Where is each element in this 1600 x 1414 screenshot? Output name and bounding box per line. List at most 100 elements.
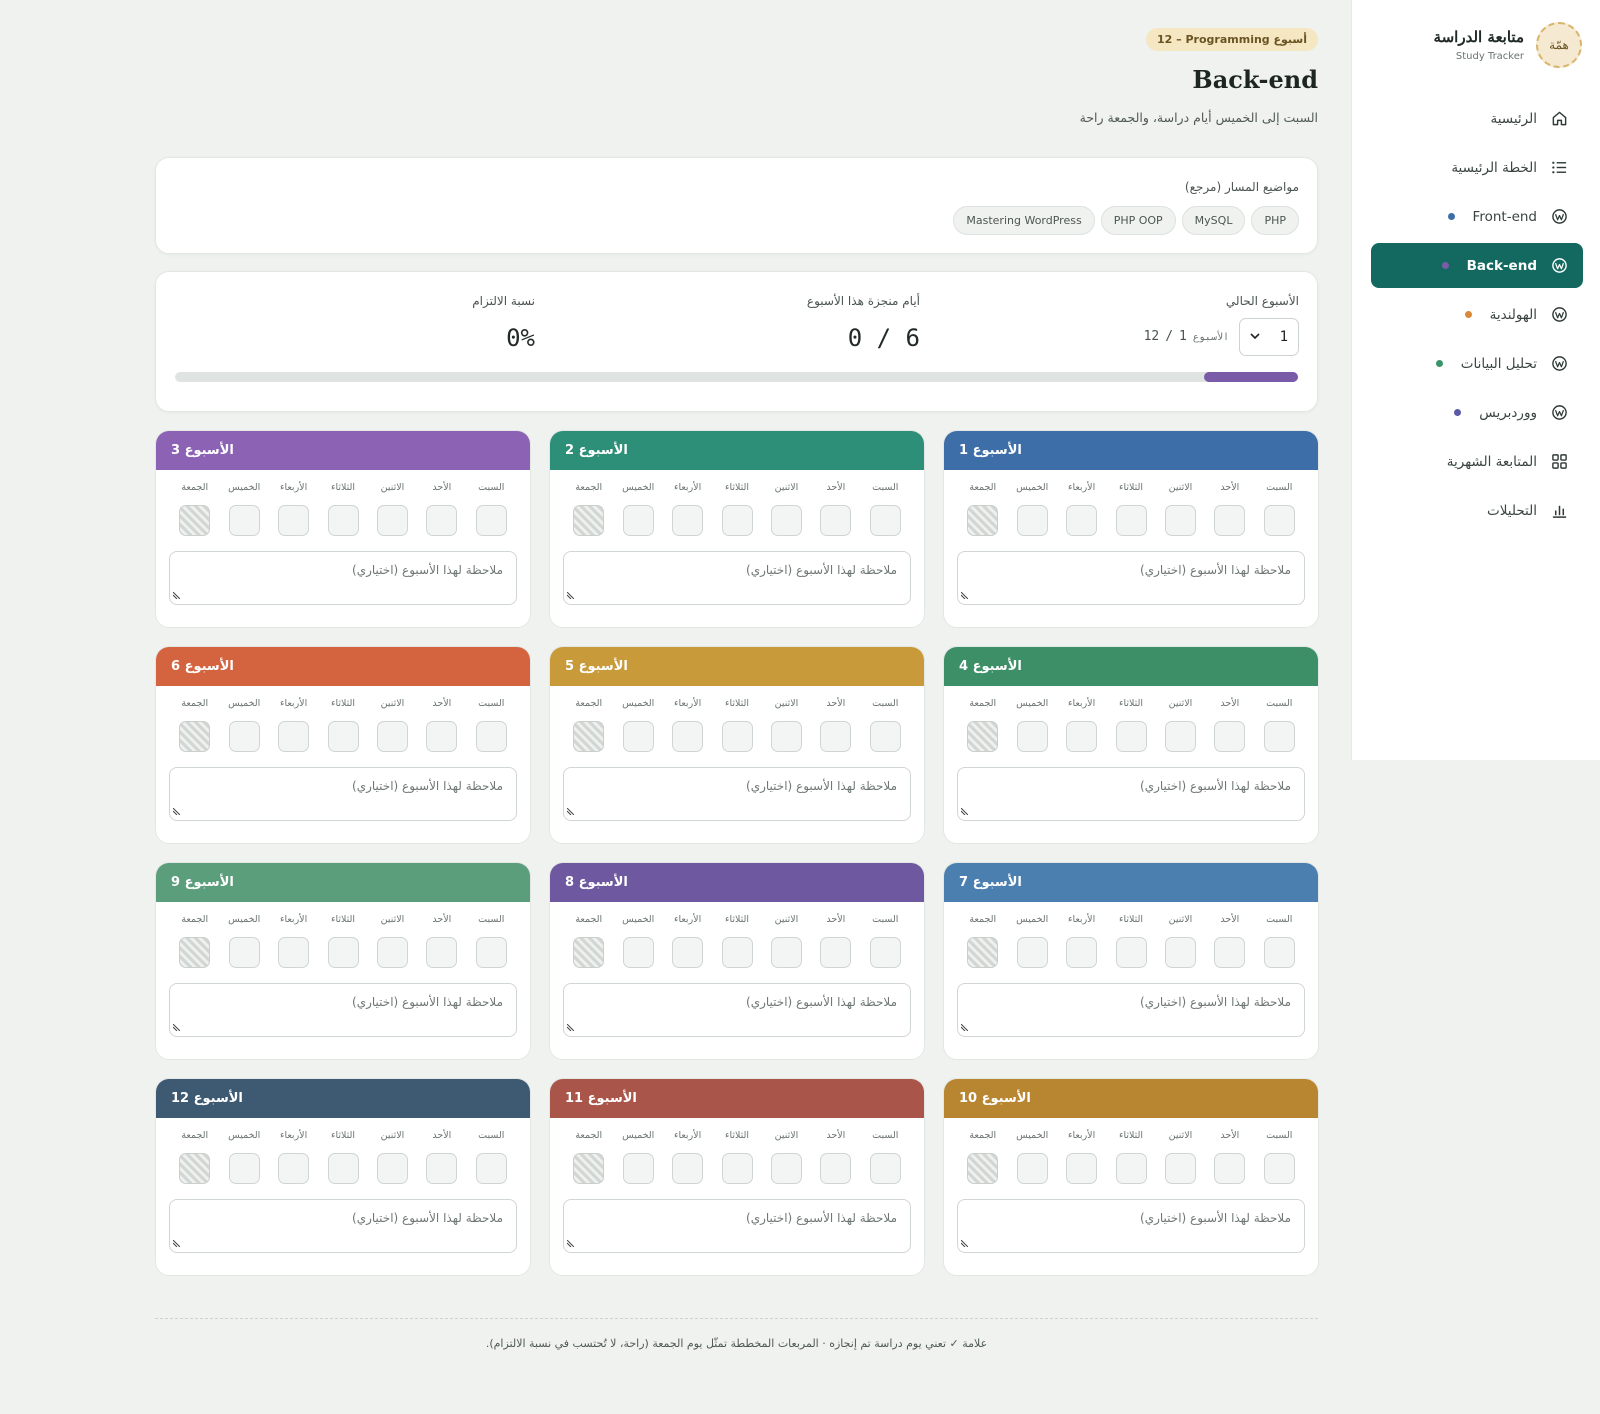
day-checkbox[interactable] — [721, 937, 753, 968]
week-note-textarea[interactable]: ملاحظة لهذا الأسبوع (اختياري) — [169, 551, 517, 605]
sidebar-item-2[interactable]: الخطة الرئيسية — [1371, 145, 1583, 190]
resize-grip-icon[interactable] — [960, 807, 969, 818]
resize-grip-icon[interactable] — [172, 807, 181, 818]
day-checkbox[interactable] — [376, 937, 408, 968]
sidebar-item-5[interactable]: الهولندية — [1371, 292, 1583, 337]
day-checkbox[interactable] — [426, 505, 458, 536]
day-checkbox[interactable] — [1115, 1153, 1147, 1184]
day-checkbox[interactable] — [820, 721, 852, 752]
day-checkbox[interactable] — [1115, 505, 1147, 536]
day-checkbox[interactable] — [1066, 937, 1098, 968]
resize-grip-icon[interactable] — [172, 591, 181, 602]
day-checkbox[interactable] — [869, 721, 901, 752]
day-checkbox[interactable] — [426, 937, 458, 968]
day-checkbox[interactable] — [1016, 937, 1048, 968]
day-checkbox[interactable] — [721, 505, 753, 536]
day-checkbox[interactable] — [672, 721, 704, 752]
day-checkbox[interactable] — [278, 721, 310, 752]
sidebar-item-7[interactable]: ووردبريس — [1371, 390, 1583, 435]
day-checkbox[interactable] — [1016, 1153, 1048, 1184]
day-checkbox[interactable] — [1164, 1153, 1196, 1184]
day-checkbox[interactable] — [1164, 937, 1196, 968]
day-checkbox[interactable] — [475, 1153, 507, 1184]
day-checkbox[interactable] — [721, 1153, 753, 1184]
day-checkbox[interactable] — [327, 1153, 359, 1184]
day-checkbox[interactable] — [475, 937, 507, 968]
week-note-textarea[interactable]: ملاحظة لهذا الأسبوع (اختياري) — [563, 767, 911, 821]
day-checkbox[interactable] — [228, 505, 260, 536]
brand[interactable]: همّة متابعة الدراسة Study Tracker — [1434, 22, 1582, 68]
day-checkbox[interactable] — [672, 937, 704, 968]
day-checkbox[interactable] — [672, 1153, 704, 1184]
day-checkbox[interactable] — [475, 505, 507, 536]
day-checkbox[interactable] — [1016, 721, 1048, 752]
day-checkbox[interactable] — [622, 721, 654, 752]
day-checkbox[interactable] — [622, 505, 654, 536]
week-note-textarea[interactable]: ملاحظة لهذا الأسبوع (اختياري) — [563, 1199, 911, 1253]
sidebar-item-9[interactable]: التحليلات — [1371, 488, 1583, 533]
week-note-textarea[interactable]: ملاحظة لهذا الأسبوع (اختياري) — [563, 551, 911, 605]
week-note-textarea[interactable]: ملاحظة لهذا الأسبوع (اختياري) — [169, 767, 517, 821]
day-checkbox[interactable] — [1115, 721, 1147, 752]
sidebar-item-3[interactable]: Front-end — [1371, 194, 1583, 239]
sidebar-item-6[interactable]: تحليل البيانات — [1371, 341, 1583, 386]
sidebar-item-1[interactable]: الرئيسية — [1371, 96, 1583, 141]
resize-grip-icon[interactable] — [172, 1239, 181, 1250]
week-note-textarea[interactable]: ملاحظة لهذا الأسبوع (اختياري) — [169, 1199, 517, 1253]
day-checkbox[interactable] — [721, 721, 753, 752]
day-checkbox[interactable] — [820, 937, 852, 968]
day-checkbox[interactable] — [622, 937, 654, 968]
day-checkbox[interactable] — [1214, 505, 1246, 536]
day-checkbox[interactable] — [327, 937, 359, 968]
resize-grip-icon[interactable] — [960, 591, 969, 602]
day-checkbox[interactable] — [376, 1153, 408, 1184]
day-checkbox[interactable] — [820, 505, 852, 536]
day-checkbox[interactable] — [376, 721, 408, 752]
day-checkbox[interactable] — [1066, 505, 1098, 536]
day-checkbox[interactable] — [1115, 937, 1147, 968]
day-checkbox[interactable] — [770, 721, 802, 752]
week-note-textarea[interactable]: ملاحظة لهذا الأسبوع (اختياري) — [957, 1199, 1305, 1253]
day-checkbox[interactable] — [672, 505, 704, 536]
resize-grip-icon[interactable] — [960, 1023, 969, 1034]
day-checkbox[interactable] — [278, 937, 310, 968]
day-checkbox[interactable] — [426, 721, 458, 752]
day-checkbox[interactable] — [869, 1153, 901, 1184]
day-checkbox[interactable] — [1016, 505, 1048, 536]
day-checkbox[interactable] — [1164, 721, 1196, 752]
day-checkbox[interactable] — [1214, 721, 1246, 752]
day-checkbox[interactable] — [1263, 1153, 1295, 1184]
day-checkbox[interactable] — [622, 1153, 654, 1184]
day-checkbox[interactable] — [1066, 1153, 1098, 1184]
day-checkbox[interactable] — [770, 505, 802, 536]
day-checkbox[interactable] — [228, 1153, 260, 1184]
day-checkbox[interactable] — [869, 937, 901, 968]
day-checkbox[interactable] — [1263, 505, 1295, 536]
resize-grip-icon[interactable] — [566, 1239, 575, 1250]
resize-grip-icon[interactable] — [960, 1239, 969, 1250]
week-note-textarea[interactable]: ملاحظة لهذا الأسبوع (اختياري) — [957, 551, 1305, 605]
day-checkbox[interactable] — [1164, 505, 1196, 536]
week-note-textarea[interactable]: ملاحظة لهذا الأسبوع (اختياري) — [957, 983, 1305, 1037]
day-checkbox[interactable] — [1214, 1153, 1246, 1184]
day-checkbox[interactable] — [1214, 937, 1246, 968]
sidebar-item-8[interactable]: المتابعة الشهرية — [1371, 439, 1583, 484]
day-checkbox[interactable] — [1263, 937, 1295, 968]
day-checkbox[interactable] — [1263, 721, 1295, 752]
day-checkbox[interactable] — [770, 937, 802, 968]
day-checkbox[interactable] — [820, 1153, 852, 1184]
week-note-textarea[interactable]: ملاحظة لهذا الأسبوع (اختياري) — [957, 767, 1305, 821]
day-checkbox[interactable] — [426, 1153, 458, 1184]
resize-grip-icon[interactable] — [172, 1023, 181, 1034]
resize-grip-icon[interactable] — [566, 1023, 575, 1034]
day-checkbox[interactable] — [327, 721, 359, 752]
day-checkbox[interactable] — [327, 505, 359, 536]
day-checkbox[interactable] — [869, 505, 901, 536]
day-checkbox[interactable] — [1066, 721, 1098, 752]
day-checkbox[interactable] — [228, 937, 260, 968]
resize-grip-icon[interactable] — [566, 591, 575, 602]
day-checkbox[interactable] — [376, 505, 408, 536]
day-checkbox[interactable] — [278, 1153, 310, 1184]
day-checkbox[interactable] — [228, 721, 260, 752]
day-checkbox[interactable] — [278, 505, 310, 536]
